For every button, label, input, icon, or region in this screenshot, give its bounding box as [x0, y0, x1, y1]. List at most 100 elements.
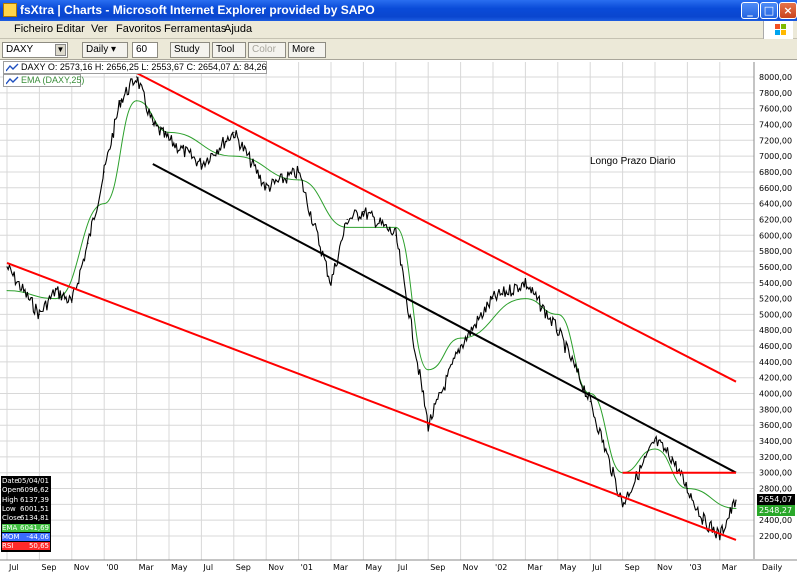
x-tick-label: Jul	[591, 563, 602, 572]
line-chart-icon	[6, 76, 19, 85]
ema-legend: EMA (DAXY,25)	[3, 74, 85, 87]
chevron-down-icon: ▼	[55, 44, 66, 56]
y-tick-label: 5800,00	[759, 247, 792, 256]
data-window-key: Close	[2, 514, 22, 523]
y-tick-label: 7200,00	[759, 136, 792, 145]
windows-flag-icon	[775, 24, 786, 35]
price-point	[622, 503, 624, 505]
y-tick-label: 8000,00	[759, 73, 792, 82]
y-tick-label: 6800,00	[759, 168, 792, 177]
trendline-lower-channel[interactable]	[6, 262, 737, 541]
y-tick-label: 2800,00	[759, 485, 792, 494]
minimize-button[interactable]: _	[741, 2, 759, 19]
price-legend-text: DAXY O: 2573,16 H: 2656,25 L: 2553,67 C:…	[21, 62, 267, 72]
x-tick-label: Nov	[463, 563, 479, 572]
data-window-value: 05/04/01	[17, 477, 49, 485]
x-tick-label: Jul	[397, 563, 408, 572]
data-window-key: EMA	[2, 523, 18, 532]
trendline-mid-trend[interactable]	[152, 163, 737, 474]
price-legend: DAXY O: 2573,16 H: 2656,25 L: 2553,67 C:…	[3, 61, 267, 74]
data-window-key: MOM	[2, 532, 20, 541]
price-point	[103, 171, 105, 173]
data-window-row: High 6137,39	[2, 496, 50, 504]
x-tick-label: '02	[495, 563, 507, 572]
price-point	[200, 163, 202, 165]
menu-ferramentas[interactable]: Ferramentas	[164, 23, 227, 35]
close-button[interactable]: ×	[779, 2, 797, 19]
y-tick-label: 5400,00	[759, 279, 792, 288]
ema-line	[6, 100, 737, 509]
y-tick-label: 4600,00	[759, 342, 792, 351]
trendline-upper-channel[interactable]	[136, 72, 737, 383]
ema-legend-text: EMA (DAXY,25)	[21, 75, 85, 85]
price-point	[719, 535, 721, 537]
maximize-button[interactable]: □	[760, 2, 778, 19]
symbol-select[interactable]: DAXY ▼	[2, 42, 68, 58]
x-tick-label: '01	[301, 563, 313, 572]
price-point	[152, 123, 154, 126]
price-point	[524, 282, 527, 284]
menu-ajuda[interactable]: Ajuda	[224, 23, 253, 35]
price-point	[735, 499, 737, 501]
chart-area[interactable]	[0, 60, 797, 576]
symbol-value: DAXY	[6, 44, 34, 55]
y-axis: 8000,00 7800,00 7600,00 7400,00 7200,00 7000,…	[753, 62, 792, 559]
x-tick-label: May	[365, 563, 382, 572]
ema-point	[427, 369, 429, 371]
data-window-row: Date 05/04/01	[2, 477, 50, 485]
x-tick-label: Sep	[430, 563, 445, 572]
ema-point	[6, 290, 8, 292]
y-tick-label: 3400,00	[759, 437, 792, 446]
x-tick-label: Sep	[236, 563, 251, 572]
ema-point	[460, 337, 462, 339]
x-tick-label: Mar	[722, 563, 738, 572]
price-point	[298, 171, 300, 173]
line-chart-icon	[6, 63, 19, 72]
trendlines[interactable]	[6, 72, 737, 541]
y-tick-label: 5600,00	[759, 263, 792, 272]
data-window-key: Date	[2, 477, 19, 485]
y-tick-label: 7000,00	[759, 152, 792, 161]
menu-bar: Ficheiro Editar Ver Favoritos Ferramenta…	[0, 21, 797, 39]
price-point	[557, 329, 559, 331]
x-axis: Jul Sep Nov '00 Mar May Jul Sep Nov '01 Mar May Jul S…	[0, 559, 797, 572]
price-point	[233, 131, 235, 133]
price-point	[38, 313, 41, 316]
y-tick-label: 6600,00	[759, 184, 792, 193]
windows-logo-icon	[763, 21, 793, 39]
bars-input[interactable]: 60	[132, 42, 158, 58]
period-button[interactable]: Daily ▾	[82, 42, 128, 58]
x-tick-label: '03	[689, 563, 701, 572]
x-tick-label: '00	[106, 563, 118, 572]
ema-point	[654, 448, 656, 450]
y-tick-label: 6200,00	[759, 215, 792, 224]
ema-point	[395, 226, 397, 228]
x-tick-label: Sep	[41, 563, 56, 572]
data-window-value: -44,06	[26, 532, 49, 541]
close-price-tag: 2654,07	[757, 494, 795, 505]
price-point	[136, 76, 138, 78]
y-tick-label: 5000,00	[759, 310, 792, 319]
y-tick-label: 3200,00	[759, 453, 792, 462]
data-window-value: 6001,51	[20, 504, 49, 513]
x-tick-label: May	[171, 563, 188, 572]
ema-point	[524, 298, 526, 300]
data-window-key: Low	[2, 504, 16, 513]
menu-ver[interactable]: Ver	[91, 23, 108, 35]
menu-ficheiro[interactable]: Ficheiro	[14, 23, 54, 35]
ema-point	[557, 313, 559, 315]
data-window-key: RSI	[2, 542, 14, 551]
ema-point	[735, 507, 737, 509]
x-tick-label: May	[560, 563, 577, 572]
data-window-row: Open 6096,62	[2, 486, 50, 494]
y-tick-label: 4200,00	[759, 374, 792, 383]
data-window-value: 6134,81	[20, 514, 49, 523]
y-tick-label: 7600,00	[759, 105, 792, 114]
ema-point	[103, 203, 105, 205]
price-point	[589, 400, 591, 403]
menu-favoritos[interactable]: Favoritos	[116, 23, 162, 35]
y-tick-label: 7800,00	[759, 89, 792, 98]
menu-editar[interactable]: Editar	[56, 23, 85, 35]
